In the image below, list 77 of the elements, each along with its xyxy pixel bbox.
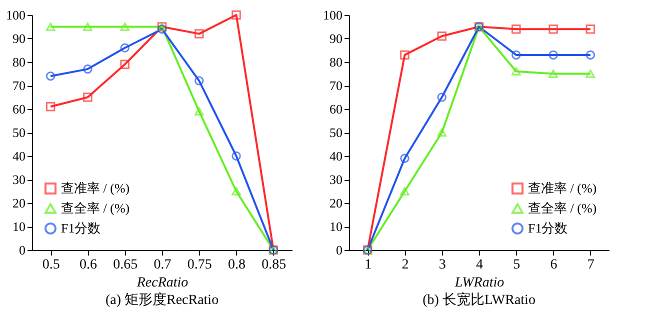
x-tick-label: 7 (587, 258, 594, 272)
point (232, 187, 241, 196)
x-tick-label: 2 (402, 258, 409, 272)
point (512, 24, 521, 34)
y-tick-label: 10 (330, 219, 342, 234)
x-tick-label: 6 (550, 258, 558, 272)
x-tick-label: 1 (364, 258, 372, 272)
y-tick-label: 30 (12, 172, 26, 187)
point (437, 92, 446, 102)
point (437, 32, 446, 41)
point (548, 50, 558, 60)
point (83, 64, 92, 74)
point (120, 60, 130, 69)
text: (b) 长宽比LWRatio (422, 292, 536, 308)
y-tick-label: 80 (12, 54, 26, 70)
legend-label: 查准率 / (%) (528, 180, 597, 196)
x-tick-label: 0.65 (113, 258, 138, 272)
y-tick-label: 10 (12, 219, 26, 234)
y-tick-label: 70 (330, 78, 342, 93)
x-tick-label: 0.6 (79, 258, 97, 272)
point (46, 71, 56, 81)
y-tick-label: 60 (330, 102, 342, 116)
x-tick-label: 0.75 (187, 258, 212, 272)
point (194, 76, 204, 86)
x-tick-label: 3 (438, 258, 446, 272)
point (46, 22, 56, 31)
point (548, 70, 558, 78)
point (83, 92, 92, 102)
point (400, 187, 410, 196)
point (232, 10, 241, 20)
text: (a) 矩形度RecRatio (105, 292, 219, 308)
point (120, 22, 130, 31)
point (586, 50, 596, 60)
y-tick-label: 90 (12, 31, 26, 46)
point (157, 24, 167, 34)
x-axis-title: RecRatio (136, 276, 188, 290)
point (83, 22, 92, 31)
legend-label: F1分数 (61, 220, 101, 236)
legend-label: F1分数 (528, 220, 568, 236)
legend-label: 查准率 / (%) (61, 180, 130, 196)
point (400, 154, 410, 163)
y-tick-label: 40 (330, 148, 342, 164)
y-tick-label: 0 (19, 242, 26, 258)
y-tick-label: 40 (12, 148, 26, 164)
point (586, 24, 596, 34)
y-tick-label: 50 (330, 125, 342, 140)
x-tick-label: 4 (476, 258, 483, 272)
point (586, 70, 596, 78)
point (120, 43, 130, 53)
point (548, 24, 558, 34)
y-tick-label: 70 (12, 78, 26, 93)
x-tick-label: 0.5 (42, 258, 60, 272)
y-tick-label: 20 (12, 196, 26, 210)
y-tick-label: 100 (323, 8, 342, 22)
point (232, 151, 241, 161)
y-tick-label: 80 (330, 54, 342, 70)
point (46, 102, 56, 112)
y-tick-label: 30 (330, 172, 342, 187)
y-tick-label: 90 (330, 31, 342, 46)
point (437, 128, 446, 137)
point (400, 50, 410, 60)
x-tick-label: 0.7 (154, 258, 172, 272)
x-tick-label: 5 (513, 258, 520, 272)
x-tick-label: 0.85 (262, 258, 286, 272)
x-tick-label: 0.8 (228, 258, 246, 272)
point (512, 67, 521, 76)
x-axis-title: LWRatio (454, 276, 504, 290)
point (194, 107, 204, 116)
y-tick-label: 0 (336, 242, 342, 258)
y-tick-label: 60 (12, 102, 26, 116)
legend-label: 查全率 / (%) (61, 200, 130, 216)
legend-label: 查全率 / (%) (528, 200, 597, 216)
y-tick-label: 100 (6, 8, 26, 22)
y-tick-label: 50 (12, 125, 26, 140)
point (194, 29, 204, 38)
y-tick-label: 20 (330, 196, 342, 210)
point (512, 50, 521, 60)
